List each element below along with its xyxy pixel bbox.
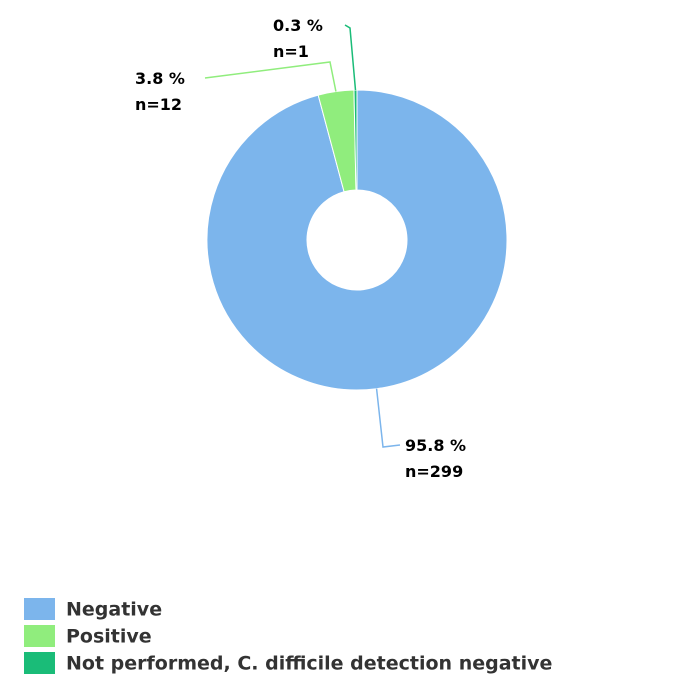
count-label: n=299 (405, 462, 463, 481)
legend-swatch (24, 625, 55, 647)
legend-swatch (24, 652, 55, 674)
count-label: n=1 (273, 42, 309, 61)
legend-label: Negative (66, 599, 162, 621)
legend-label: Positive (66, 626, 152, 648)
percent-label: 0.3 % (273, 16, 323, 35)
leader-line (204, 61, 337, 92)
count-label: n=12 (135, 95, 182, 114)
leader-line (375, 388, 401, 448)
percent-label: 3.8 % (135, 69, 185, 88)
legend-label: Not performed, C. difficile detection ne… (66, 653, 552, 675)
slice (206, 89, 508, 391)
legend-swatch (24, 598, 55, 620)
percent-label: 95.8 % (405, 436, 466, 455)
leader-line (344, 24, 357, 91)
